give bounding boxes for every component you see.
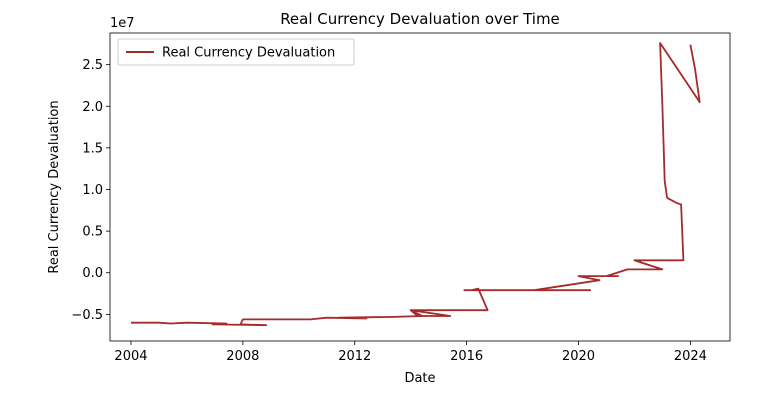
series-line	[131, 42, 701, 327]
y-axis-ticks: −0.5 0.0 0.5 1.0 1.5 2.0 2.5	[71, 58, 110, 323]
series-group	[131, 42, 701, 327]
y-tick-label: 1.5	[82, 141, 103, 156]
x-axis-label: Date	[404, 371, 435, 386]
legend-box	[117, 38, 355, 66]
x-axis-ticks: 2004 2008 2012 2016 2020 2024	[114, 341, 707, 364]
x-tick-label: 2024	[674, 349, 707, 364]
x-tick-label: 2016	[450, 349, 483, 364]
y-tick-label: 0.0	[82, 266, 103, 281]
chart-title: Real Currency Devaluation over Time	[280, 10, 560, 28]
x-tick-label: 2020	[562, 349, 595, 364]
y-tick-label: 2.5	[82, 58, 103, 73]
y-tick-label: 0.5	[82, 225, 103, 240]
y-tick-label: 2.0	[82, 100, 103, 115]
x-tick-label: 2004	[114, 349, 147, 364]
y-tick-label: 1.0	[82, 183, 103, 198]
x-tick-label: 2008	[226, 349, 259, 364]
x-tick-label: 2012	[338, 349, 371, 364]
y-tick-label: −0.5	[71, 308, 103, 323]
legend-label: Real Currency Devaluation	[162, 46, 335, 61]
y-axis-offset-label: 1e7	[110, 16, 135, 31]
plot-frame	[109, 32, 731, 342]
legend: Real Currency Devaluation	[117, 38, 355, 66]
y-axis-label: Real Currency Devaluation	[47, 100, 62, 273]
